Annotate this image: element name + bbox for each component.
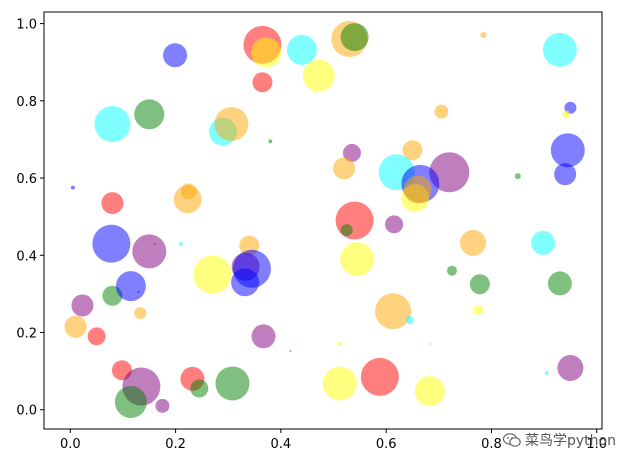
scatter-point	[342, 143, 361, 162]
scatter-point	[446, 265, 457, 276]
x-tick-label: 0.4	[271, 437, 292, 452]
scatter-point	[554, 163, 577, 186]
scatter-point	[252, 72, 273, 93]
watermark-text: 菜鸟学python	[525, 433, 616, 449]
y-tick-label: 0.6	[16, 172, 37, 187]
scatter-point	[134, 307, 147, 320]
scatter-point	[155, 398, 170, 413]
scatter-point	[403, 175, 432, 204]
scatter-point	[101, 192, 124, 215]
scatter-point	[178, 241, 183, 246]
scatter-point	[163, 43, 188, 68]
wechat-icon	[503, 433, 521, 447]
scatter-point	[193, 255, 232, 294]
scatter-point	[333, 157, 356, 180]
y-tick-label: 0.0	[16, 404, 37, 419]
x-tick-label: 0.6	[376, 437, 397, 452]
scatter-point	[469, 274, 490, 295]
scatter-point	[251, 37, 282, 68]
scatter-point	[71, 294, 94, 317]
scatter-point	[542, 32, 577, 67]
scatter-point	[153, 242, 156, 245]
x-tick-label: 1.0	[586, 437, 607, 452]
y-tick-label: 0.8	[16, 95, 37, 110]
scatter-point	[544, 371, 549, 376]
y-tick-label: 1.0	[16, 18, 37, 33]
y-axis-ticks: 0.0 0.2 0.4 0.6 0.8 1.0	[16, 18, 44, 419]
scatter-point	[434, 104, 449, 119]
scatter-point	[322, 366, 357, 401]
x-tick-label: 0.2	[165, 437, 186, 452]
scatter-point	[335, 201, 374, 240]
plot-frame	[43, 11, 603, 430]
scatter-point	[214, 106, 249, 141]
scatter-point	[414, 376, 445, 407]
scatter-point	[64, 315, 87, 338]
scatter-points	[64, 21, 585, 418]
scatter-point	[115, 271, 146, 302]
scatter-point	[134, 99, 165, 130]
scatter-point	[547, 271, 572, 296]
scatter-point	[340, 23, 369, 52]
scatter-point	[360, 357, 399, 396]
scatter-point	[132, 234, 167, 269]
scatter-point	[173, 185, 202, 214]
scatter-point	[289, 350, 292, 353]
scatter-point	[550, 133, 585, 168]
scatter-point	[402, 140, 423, 161]
scatter-point	[385, 215, 404, 234]
scatter-point	[562, 110, 571, 119]
scatter-point	[70, 185, 75, 190]
scatter-point	[514, 173, 521, 180]
scatter-point	[480, 32, 487, 39]
scatter-point	[302, 59, 335, 92]
scatter-point	[114, 385, 147, 418]
scatter-point	[460, 229, 487, 256]
scatter-point	[405, 316, 414, 325]
scatter-point	[429, 343, 432, 346]
scatter-point	[286, 34, 317, 65]
scatter-point	[557, 354, 584, 381]
scatter-point	[438, 109, 441, 112]
y-tick-label: 0.2	[16, 326, 37, 341]
y-tick-label: 0.4	[16, 249, 37, 264]
scatter-point	[375, 293, 412, 330]
scatter-point	[87, 327, 106, 346]
scatter-point	[340, 242, 375, 277]
watermark: 菜鸟学python	[503, 430, 616, 450]
scatter-point	[231, 268, 260, 297]
x-axis-ticks: 0.0 0.2 0.4 0.6 0.8 1.0	[60, 429, 607, 452]
scatter-point	[429, 152, 470, 193]
scatter-point	[337, 342, 342, 347]
scatter-point	[190, 379, 209, 398]
x-tick-label: 0.8	[481, 437, 502, 452]
scatter-point	[215, 366, 250, 401]
scatter-point	[251, 324, 276, 349]
scatter-point	[473, 305, 484, 316]
scatter-point	[340, 224, 353, 237]
scatter-point	[94, 105, 131, 142]
x-tick-label: 0.0	[60, 437, 81, 452]
scatter-point	[531, 230, 556, 255]
scatter-point	[92, 224, 131, 263]
scatter-point	[268, 139, 273, 144]
scatter-point	[137, 290, 140, 293]
